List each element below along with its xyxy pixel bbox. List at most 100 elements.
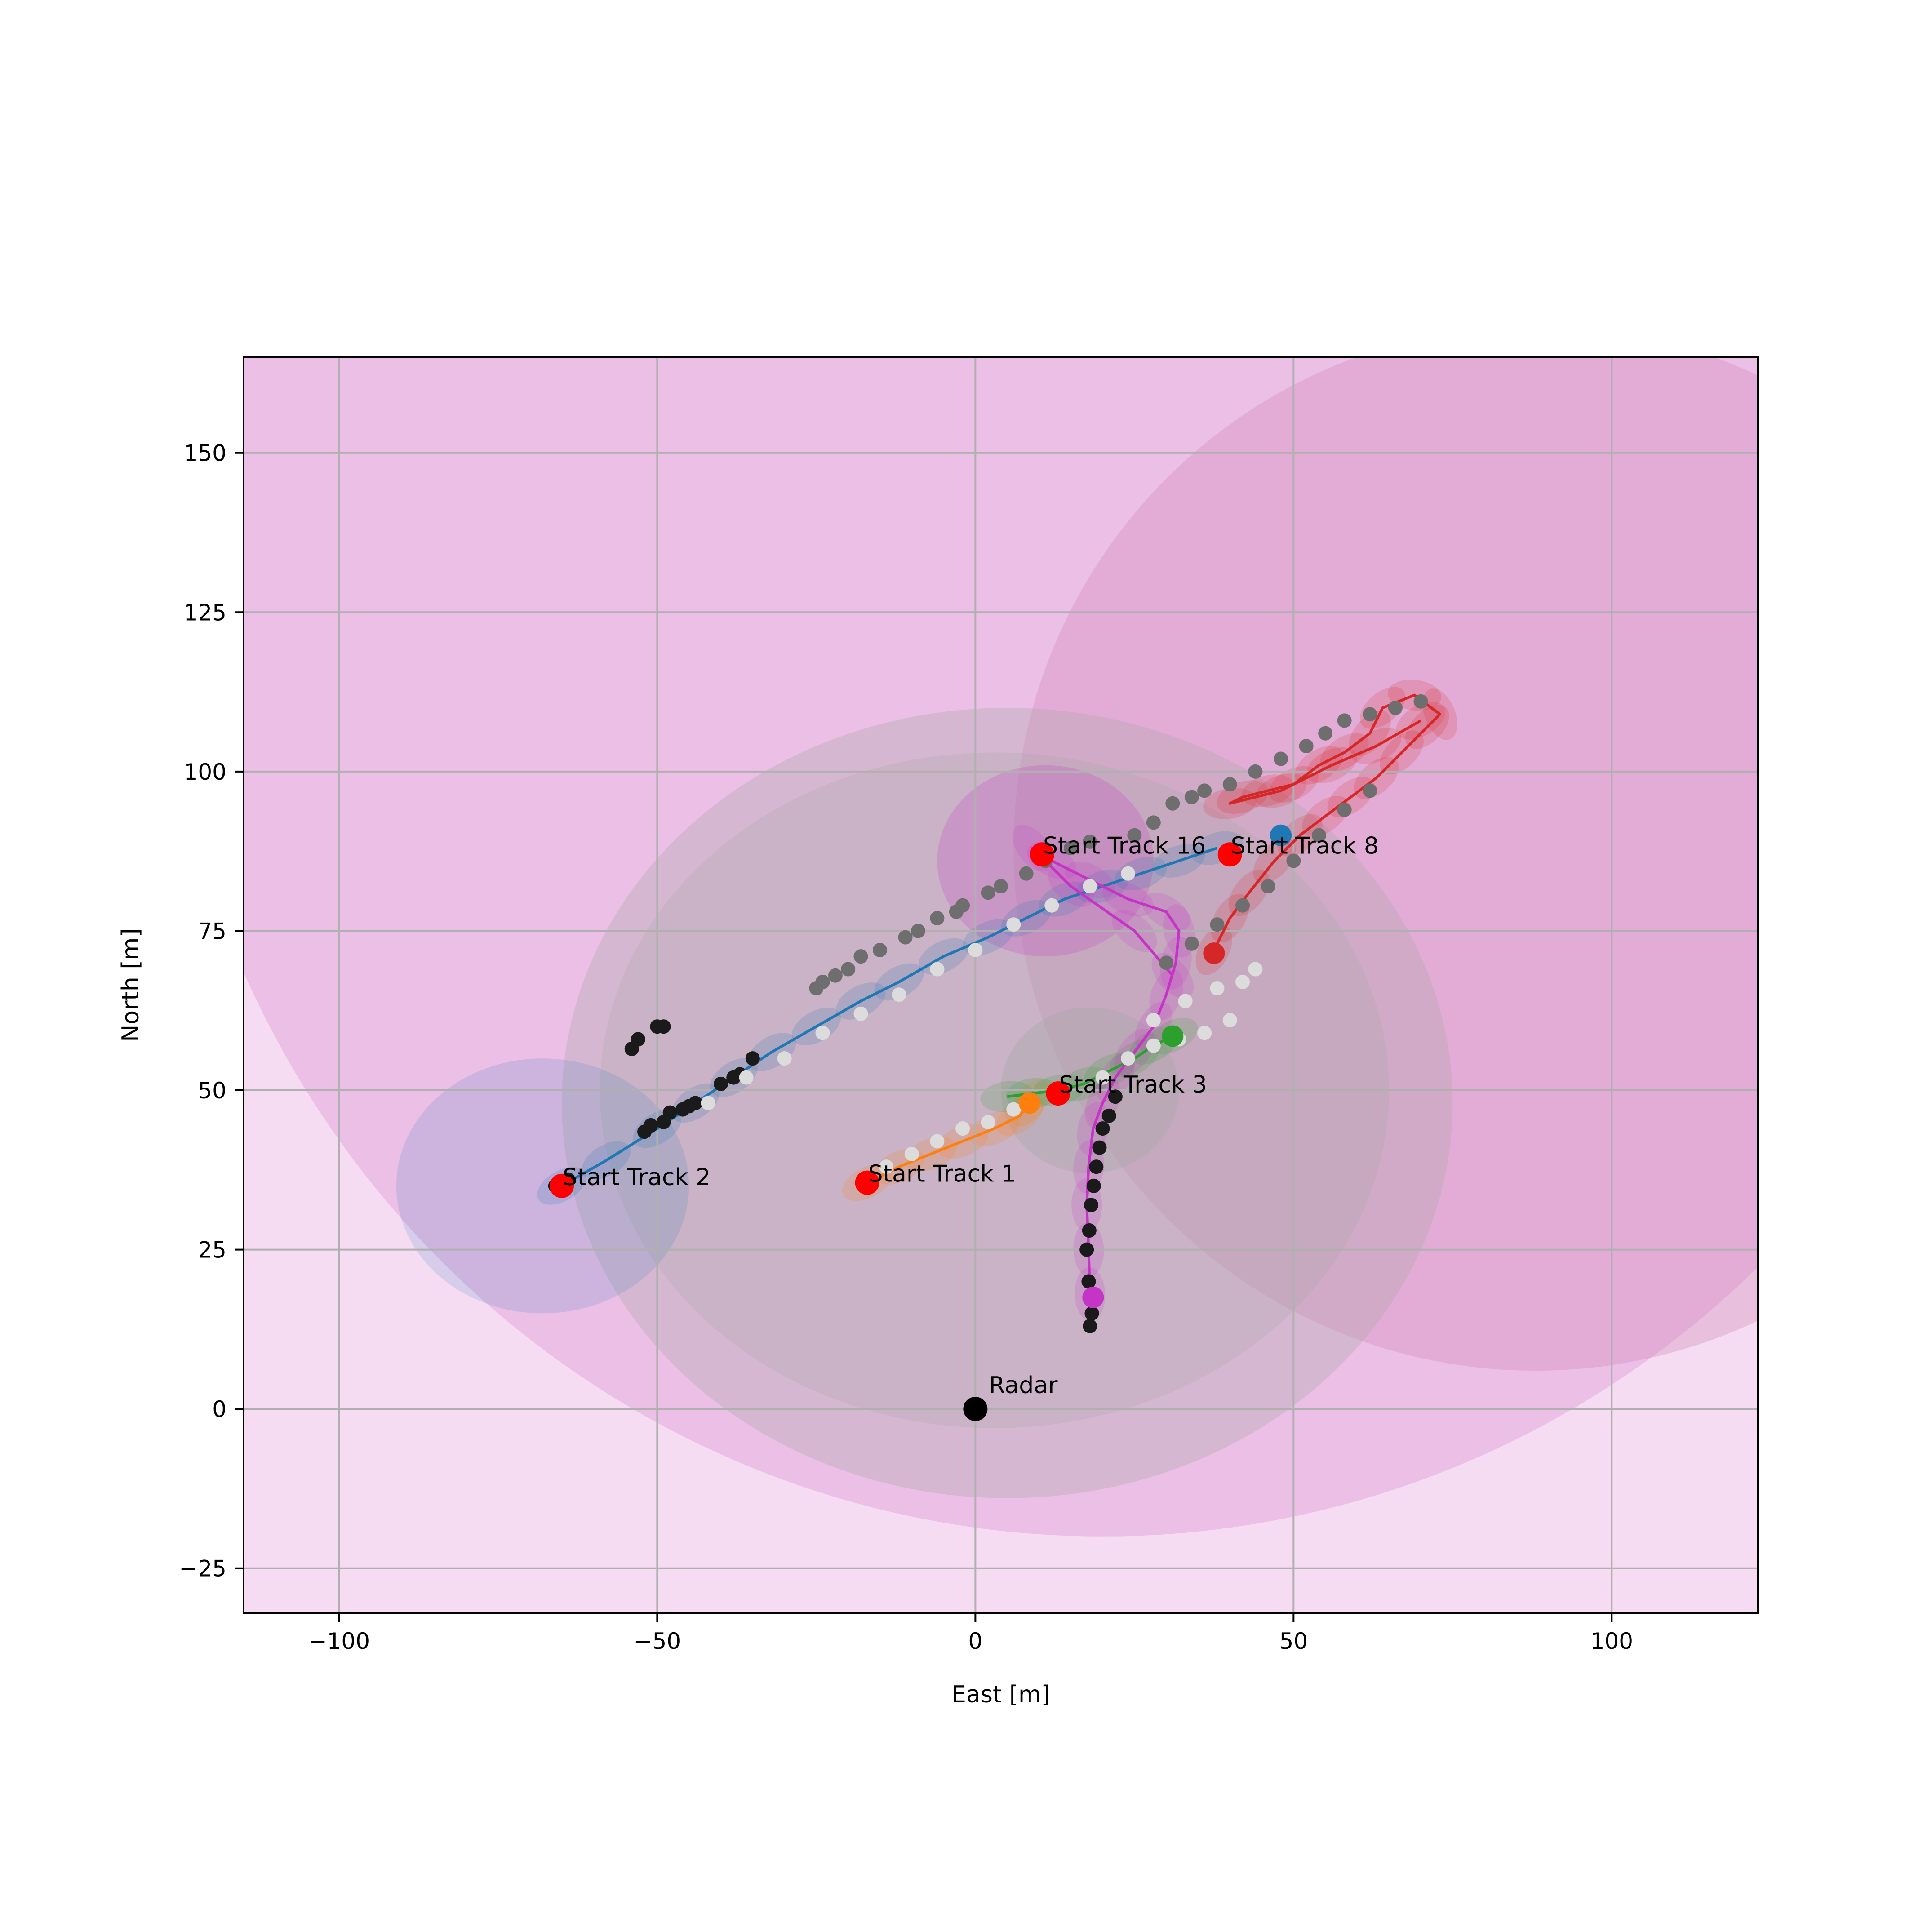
detection-point-gray — [1019, 866, 1034, 881]
detection-point-gray — [898, 930, 913, 945]
detection-point-light — [1006, 1102, 1021, 1117]
y-tick-label: 25 — [198, 1237, 227, 1263]
detection-point-light — [739, 1070, 754, 1085]
y-tick-label: 75 — [198, 918, 227, 944]
detection-point-light — [968, 942, 983, 957]
radar-label: Radar — [989, 1372, 1058, 1399]
detection-point-gray — [1363, 707, 1377, 722]
uncertainty-region-2 — [561, 708, 1453, 1498]
detection-point-gray — [1318, 726, 1333, 741]
detection-point-dark — [1084, 1306, 1099, 1321]
annotations: Start Track 1 Start Track 2 Start Track 3 S… — [563, 832, 1379, 1399]
markers — [549, 824, 1292, 1421]
detection-point-dark — [1084, 1198, 1099, 1212]
radar-marker — [963, 1397, 988, 1421]
detection-point-gray — [1184, 936, 1199, 951]
detection-point-gray — [1063, 841, 1078, 856]
start-track-label: Start Track 1 — [868, 1161, 1016, 1188]
detection-point-dark — [1095, 1121, 1110, 1136]
detection-point-light — [1235, 974, 1250, 989]
detection-point-gray — [910, 924, 925, 938]
detection-point-gray — [1222, 777, 1237, 792]
start-marker — [1217, 842, 1242, 867]
start-track-label: Start Track 3 — [1059, 1071, 1207, 1098]
start-marker — [549, 1173, 574, 1198]
start-marker — [1030, 842, 1055, 867]
detection-point-light — [815, 1026, 830, 1040]
y-tick-label: 150 — [184, 440, 227, 466]
detection-point-gray — [1413, 694, 1428, 709]
uncertainty-region-1 — [1013, 357, 1758, 1371]
detection-point-dark — [1079, 1242, 1094, 1257]
detection-point-dark — [662, 1105, 677, 1120]
detection-point-dark — [1086, 1178, 1101, 1193]
detection-point-gray — [955, 898, 970, 913]
track-end-marker — [1162, 1025, 1184, 1047]
detection-point-light — [701, 1096, 715, 1110]
grid — [244, 357, 1758, 1613]
detection-point-light — [1095, 1070, 1110, 1085]
detection-point-gray — [872, 942, 887, 957]
detection-point-gray — [1127, 828, 1142, 843]
detection-point-dark — [656, 1019, 671, 1034]
detection-point-dark — [1108, 1089, 1123, 1104]
detection-point-gray — [1261, 879, 1275, 894]
y-tick-label: 125 — [184, 600, 227, 626]
detection-point-dark — [1082, 1223, 1097, 1238]
detection-point-gray — [994, 879, 1008, 894]
x-tick-label: 100 — [1590, 1628, 1633, 1654]
detection-point-light — [853, 1006, 868, 1021]
y-tick-label: 0 — [212, 1396, 227, 1422]
x-tick-label: 0 — [968, 1628, 982, 1654]
x-tick-label: −100 — [308, 1628, 370, 1654]
detection-point-dark — [1089, 1159, 1104, 1174]
track-end-marker — [1203, 942, 1225, 964]
detection-point-light — [1178, 994, 1193, 1008]
start-marker — [855, 1170, 879, 1195]
detection-point-gray — [930, 911, 945, 926]
detection-point-gray — [853, 949, 868, 964]
detection-point-light — [1146, 1038, 1161, 1053]
y-tick-label: −25 — [179, 1556, 227, 1582]
detection-point-gray — [1274, 751, 1288, 766]
track-end-marker — [1270, 824, 1292, 846]
detection-point-dark — [1081, 1274, 1096, 1289]
start-track-label: Start Track 8 — [1231, 832, 1379, 859]
detection-point-light — [879, 1159, 894, 1174]
detection-point-dark — [1083, 1319, 1097, 1333]
detection-point-gray — [841, 962, 856, 977]
plot-frame — [243, 356, 1759, 1614]
start-marker — [1046, 1081, 1070, 1106]
detection-point-gray — [1210, 917, 1225, 932]
detection-point-light — [955, 1121, 970, 1136]
x-tick-label: −50 — [634, 1628, 681, 1654]
detection-point-dark — [1101, 1108, 1116, 1123]
detection-point-gray — [981, 885, 995, 900]
detection-point-gray — [1159, 955, 1174, 970]
detection-point-light — [1248, 962, 1263, 977]
detection-point-light — [904, 1146, 919, 1161]
detection-point-gray — [1197, 783, 1212, 798]
detection-point-light — [1146, 1013, 1161, 1028]
detection-point-light — [1210, 981, 1225, 996]
series-line-track-1 — [866, 1102, 1031, 1184]
start-track-label: Start Track 2 — [563, 1164, 711, 1191]
detection-point-dark — [688, 1096, 703, 1110]
detection-point-dark — [713, 1076, 728, 1091]
detection-point-light — [1121, 1051, 1136, 1066]
y-tick-label: 50 — [198, 1078, 227, 1104]
detection-point-gray — [815, 974, 830, 989]
detection-point-light — [777, 1051, 792, 1066]
track-end-marker — [1082, 1286, 1104, 1308]
detection-point-gray — [1363, 783, 1377, 798]
detection-point-gray — [828, 968, 843, 983]
detection-point-light — [1006, 917, 1021, 932]
detection-point-gray — [1146, 815, 1161, 830]
detection-point-gray — [1388, 701, 1403, 715]
detection-point-light — [930, 1134, 945, 1149]
detection-point-light — [1083, 879, 1097, 894]
detection-point-gray — [1337, 802, 1352, 817]
detection-point-gray — [1248, 764, 1263, 779]
detection-point-light — [981, 1115, 995, 1129]
